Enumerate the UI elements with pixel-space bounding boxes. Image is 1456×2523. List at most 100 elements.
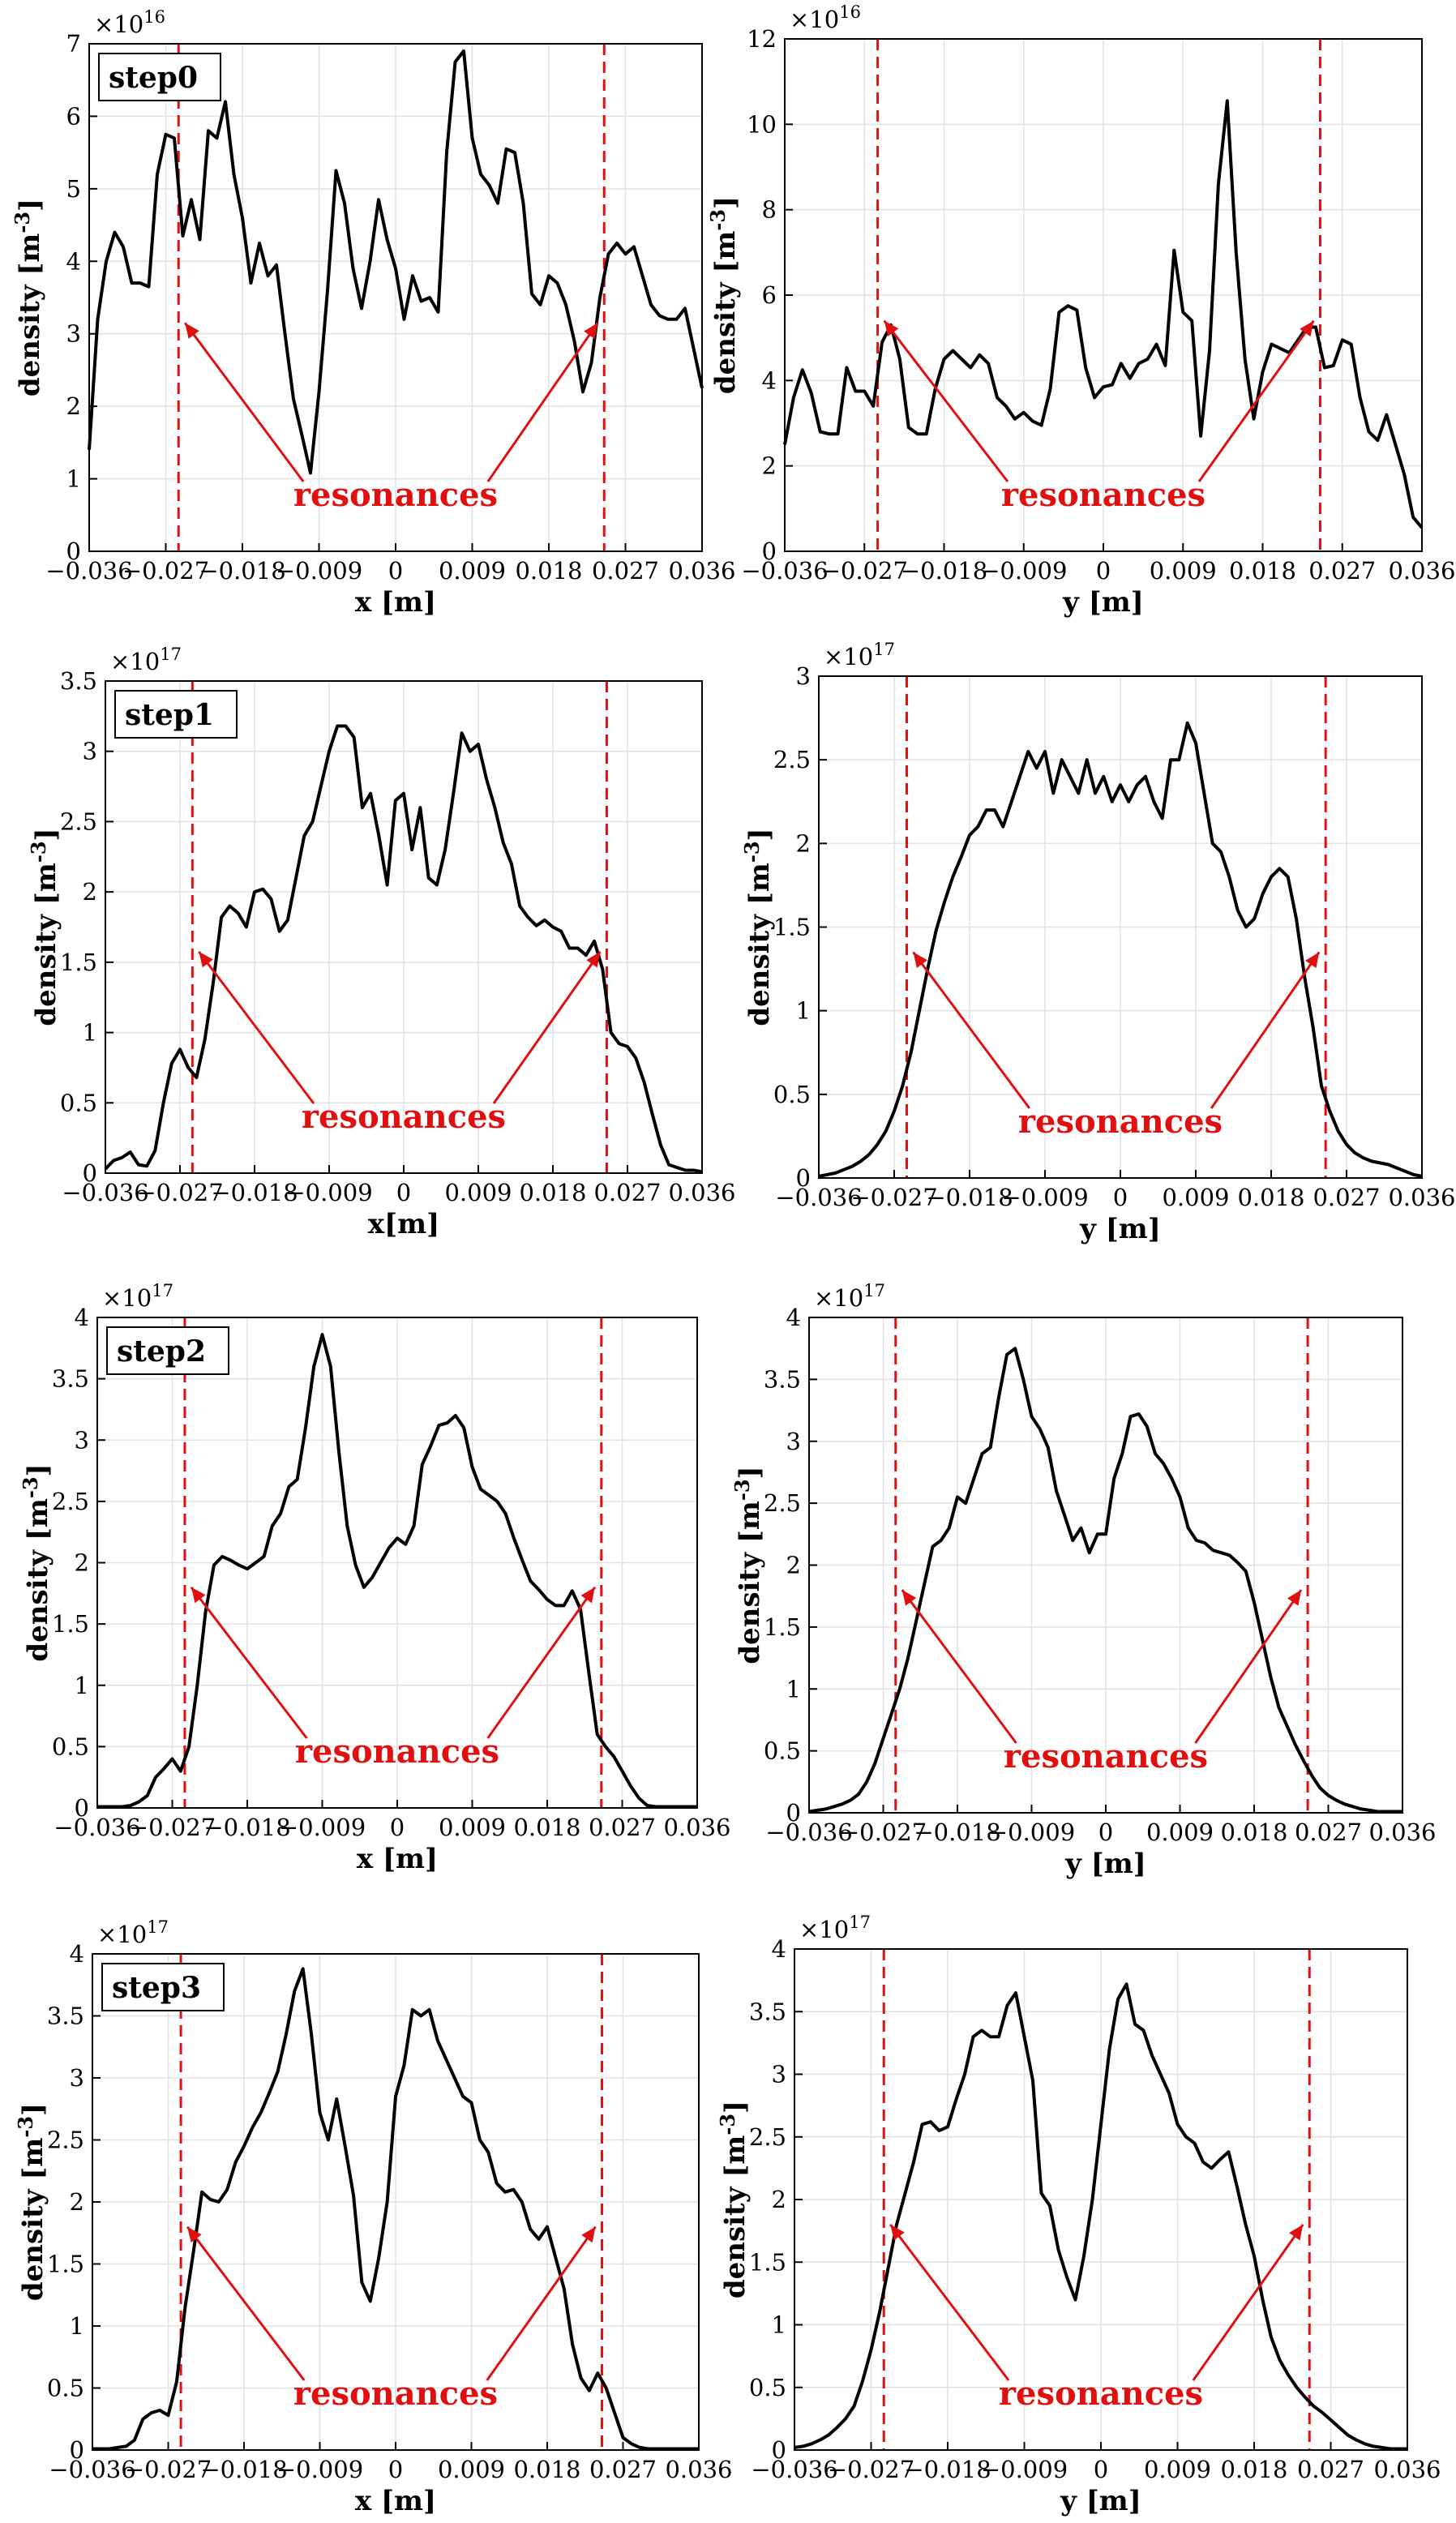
y-tick-label: 3.5 xyxy=(60,667,97,695)
resonance-arrow-left-head xyxy=(185,323,199,339)
y-tick-label: 0 xyxy=(772,2436,786,2464)
x-tick-label: 0 xyxy=(1113,1184,1128,1211)
x-tick-label: 0.027 xyxy=(593,1179,661,1206)
x-tick-label: 0.009 xyxy=(439,557,506,585)
x-tick-label: 0 xyxy=(1094,2456,1108,2483)
x-tick-label: 0.027 xyxy=(592,557,659,585)
y-tick-label: 0.5 xyxy=(749,2374,786,2401)
y-tick-label: 0.5 xyxy=(47,2375,84,2402)
y-tick-label: 1 xyxy=(66,465,81,493)
chart-panel-0: −0.036−0.027−0.018−0.009 0 0.009 0.018 0.027… xyxy=(11,7,736,619)
y-tick-label: 1 xyxy=(75,1672,89,1699)
y-axis-label: density [m-3] xyxy=(740,828,776,1026)
x-tick-label: 0.009 xyxy=(439,1814,506,1841)
resonance-arrow-left xyxy=(186,2225,306,2381)
y-tick-label: 2 xyxy=(66,392,81,420)
resonance-arrow-left-head xyxy=(191,1587,206,1604)
x-tick-label: −0.009 xyxy=(981,2456,1068,2483)
resonance-arrow-left-head xyxy=(187,2226,202,2243)
x-tick-label: −0.018 xyxy=(211,1179,298,1206)
resonance-arrow-right-head xyxy=(586,951,601,968)
y-tick-label: 3 xyxy=(66,320,81,348)
x-tick-label: −0.009 xyxy=(980,557,1067,585)
x-tick-label: −0.036 xyxy=(765,1818,852,1846)
x-tick-label: 0.027 xyxy=(589,1814,656,1841)
x-tick-label: −0.018 xyxy=(926,1184,1013,1211)
x-axis-label: y [m] xyxy=(1060,2485,1141,2517)
resonances-annotation: resonances xyxy=(293,476,498,514)
x-tick-label: −0.009 xyxy=(276,2456,363,2483)
y-tick-label: 3.5 xyxy=(764,1365,801,1393)
density-curve xyxy=(794,1982,1407,2451)
resonance-arrow-left xyxy=(184,322,305,482)
y-tick-label: 2.5 xyxy=(764,1489,801,1517)
y-tick-label: 1 xyxy=(70,2312,84,2340)
y-tick-label: 2 xyxy=(70,2188,84,2216)
y-tick-label: 4 xyxy=(772,1935,786,1963)
x-tick-label: −0.009 xyxy=(285,1179,372,1206)
x-tick-label: −0.018 xyxy=(914,1818,1000,1846)
resonance-arrow-right-head xyxy=(1300,320,1314,337)
resonance-arrow-right-head xyxy=(1289,2224,1304,2241)
step-label-box xyxy=(114,690,238,739)
resonance-arrow-right xyxy=(486,2225,597,2381)
y-tick-label: 1 xyxy=(796,997,811,1025)
x-axis-label: x [m] xyxy=(355,586,436,619)
x-tick-label: −0.018 xyxy=(203,1814,290,1841)
y-tick-label: 6 xyxy=(66,102,81,130)
y-tick-label: 4 xyxy=(762,366,777,394)
x-tick-label: −0.027 xyxy=(136,1179,223,1206)
axis-multiplier: ×1017 xyxy=(824,640,895,670)
y-tick-label: 1.5 xyxy=(47,2251,84,2278)
resonance-arrow-left xyxy=(889,2223,1010,2381)
y-tick-label: 2.5 xyxy=(773,746,811,773)
x-tick-label: −0.027 xyxy=(125,2456,212,2483)
x-axis-label: x[m] xyxy=(368,1208,439,1240)
y-tick-label: 0 xyxy=(796,1164,811,1192)
chart-panel-6: −0.036−0.027−0.018−0.009 0 0.009 0.018 0.027… xyxy=(14,1917,733,2517)
resonances-annotation: resonances xyxy=(1004,1737,1208,1776)
y-tick-label: 8 xyxy=(762,196,777,224)
chart-panel-1: −0.036−0.027−0.018−0.009 0 0.009 0.018 0.027… xyxy=(706,2,1456,619)
x-axis-label: y [m] xyxy=(1062,586,1144,619)
x-tick-label: 0 xyxy=(388,557,403,585)
y-tick-label: 1 xyxy=(772,2311,786,2339)
axis-multiplier: ×1017 xyxy=(799,1913,871,1943)
x-tick-label: 0.009 xyxy=(1144,2456,1211,2483)
chart-panel-5: −0.036−0.027−0.018−0.009 0 0.009 0.018 0.027… xyxy=(730,1281,1437,1880)
x-tick-label: −0.018 xyxy=(904,2456,991,2483)
y-tick-label: 3 xyxy=(70,2064,84,2092)
density-curve xyxy=(92,1967,699,2451)
y-tick-label: 1.5 xyxy=(749,2248,786,2276)
resonance-arrow-left-head xyxy=(884,320,899,337)
y-tick-label: 4 xyxy=(66,247,81,275)
axis-multiplier: ×1016 xyxy=(94,7,165,38)
y-tick-label: 3 xyxy=(772,2061,786,2088)
x-tick-label: 0.036 xyxy=(668,1179,735,1206)
resonances-annotation: resonances xyxy=(295,1733,499,1771)
x-tick-label: 0.027 xyxy=(1308,557,1376,585)
y-tick-label: 5 xyxy=(66,175,81,203)
x-tick-label: 0 xyxy=(1096,557,1111,585)
step-label-box xyxy=(101,1963,225,2011)
y-tick-label: 3 xyxy=(796,662,811,690)
x-tick-label: 0.018 xyxy=(519,1179,586,1206)
x-tick-label: −0.036 xyxy=(741,557,828,585)
x-tick-label: 0.009 xyxy=(1162,1184,1229,1211)
axis-multiplier: ×1017 xyxy=(102,1281,173,1312)
y-tick-label: 6 xyxy=(762,281,777,309)
x-tick-label: −0.009 xyxy=(279,1814,366,1841)
density-curve xyxy=(808,1347,1402,1814)
x-tick-label: 0.036 xyxy=(663,1814,730,1841)
x-tick-label: −0.009 xyxy=(1001,1184,1088,1211)
x-tick-label: 0.036 xyxy=(668,557,735,585)
axis-multiplier: ×1017 xyxy=(110,645,182,675)
x-tick-label: 0.018 xyxy=(515,557,582,585)
y-tick-label: 3.5 xyxy=(749,1998,786,2025)
y-axis-label: density [m-3] xyxy=(19,1463,54,1661)
x-tick-label: −0.009 xyxy=(988,1818,1075,1846)
density-curve xyxy=(88,49,704,475)
axis-multiplier: ×1016 xyxy=(790,2,861,33)
y-tick-label: 2 xyxy=(772,2186,786,2213)
